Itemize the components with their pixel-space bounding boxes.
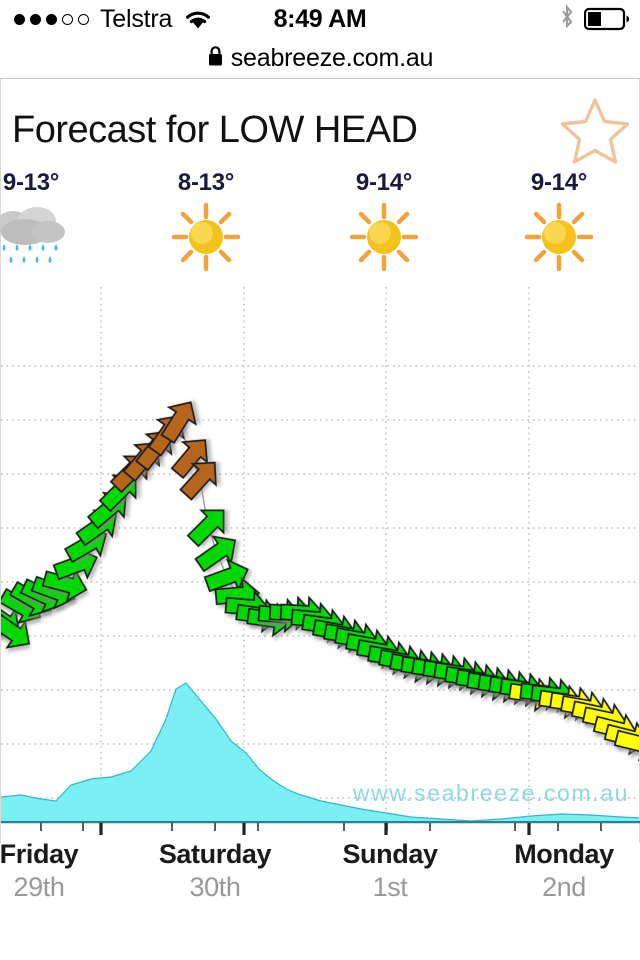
- sun-icon: [479, 202, 639, 272]
- forecast-header: Forecast for LOW HEAD 9-13°: [0, 79, 640, 287]
- signal-dot-4: [62, 13, 73, 25]
- wind-arrow-marker: [160, 401, 198, 444]
- rain-cloud-icon: [0, 203, 111, 271]
- swell-area-series: [1, 682, 639, 821]
- forecast-day-monday: 9-14°: [479, 169, 639, 272]
- status-bar-clock: 8:49 AM: [273, 4, 367, 33]
- signal-dot-1: [14, 13, 25, 25]
- day-date: 2nd: [542, 872, 586, 902]
- wind-arrow-marker: [170, 439, 209, 480]
- lock-icon: [207, 45, 224, 72]
- wind-arrow-marker: [41, 568, 88, 603]
- day-date: 30th: [189, 872, 241, 902]
- day-label-sunday: Sunday 1st: [310, 839, 470, 903]
- wind-arrow-marker: [186, 509, 225, 548]
- signal-dot-3: [46, 13, 57, 25]
- day-temperature: 8-13°: [177, 169, 235, 196]
- day-temperature: 9-13°: [2, 169, 60, 196]
- day-temperature: 9-14°: [355, 169, 413, 196]
- chart-x-axis: [0, 820, 640, 843]
- cellular-signal-icon: [14, 13, 89, 25]
- forecast-day-saturday: 8-13°: [126, 169, 286, 272]
- chart-day-labels: Friday 29th Saturday 30th Sunday 1st Mon…: [0, 839, 640, 917]
- day-name: Friday: [0, 839, 79, 869]
- day-name: Saturday: [158, 839, 272, 869]
- wind-arrow-marker: [1, 611, 31, 649]
- sun-icon: [304, 202, 464, 272]
- wind-arrow-marker: [194, 535, 237, 573]
- chart-canvas: [1, 287, 639, 821]
- wind-arrow-marker: [613, 726, 639, 762]
- star-outline-icon[interactable]: [556, 95, 634, 176]
- carrier-label: Telstra: [100, 4, 173, 33]
- signal-dot-2: [30, 13, 41, 25]
- wifi-icon: [183, 8, 213, 31]
- url-text: seabreeze.com.au: [230, 43, 434, 72]
- day-name: Monday: [514, 839, 614, 869]
- page-title: Forecast for LOW HEAD: [12, 109, 418, 151]
- signal-dot-5: [78, 13, 89, 25]
- bluetooth-icon: [559, 3, 575, 35]
- day-temperature: 9-14°: [530, 169, 588, 196]
- forecast-day-friday: 9-13°: [0, 169, 111, 271]
- wind-arrow-series: [1, 401, 639, 762]
- forecast-day-sunday: 9-14°: [304, 169, 464, 272]
- safari-url-bar[interactable]: seabreeze.com.au: [0, 38, 640, 79]
- chart-gridlines: [1, 287, 639, 821]
- day-date: 1st: [372, 872, 408, 902]
- day-label-saturday: Saturday 30th: [135, 839, 295, 903]
- day-label-friday: Friday 29th: [0, 839, 119, 903]
- ios-status-bar: Telstra 8:49 AM: [0, 0, 640, 38]
- seabreeze-forecast-page: Forecast for LOW HEAD 9-13°: [0, 79, 640, 960]
- day-label-monday: Monday 2nd: [484, 839, 640, 903]
- sun-icon: [126, 202, 286, 272]
- day-name: Sunday: [342, 839, 438, 869]
- wind-arrow-marker: [179, 461, 217, 501]
- battery-icon: [584, 7, 630, 31]
- wind-forecast-chart[interactable]: www.seabreeze.com.au: [0, 287, 640, 821]
- status-bar-right-group: [559, 0, 630, 38]
- day-date: 29th: [13, 872, 65, 902]
